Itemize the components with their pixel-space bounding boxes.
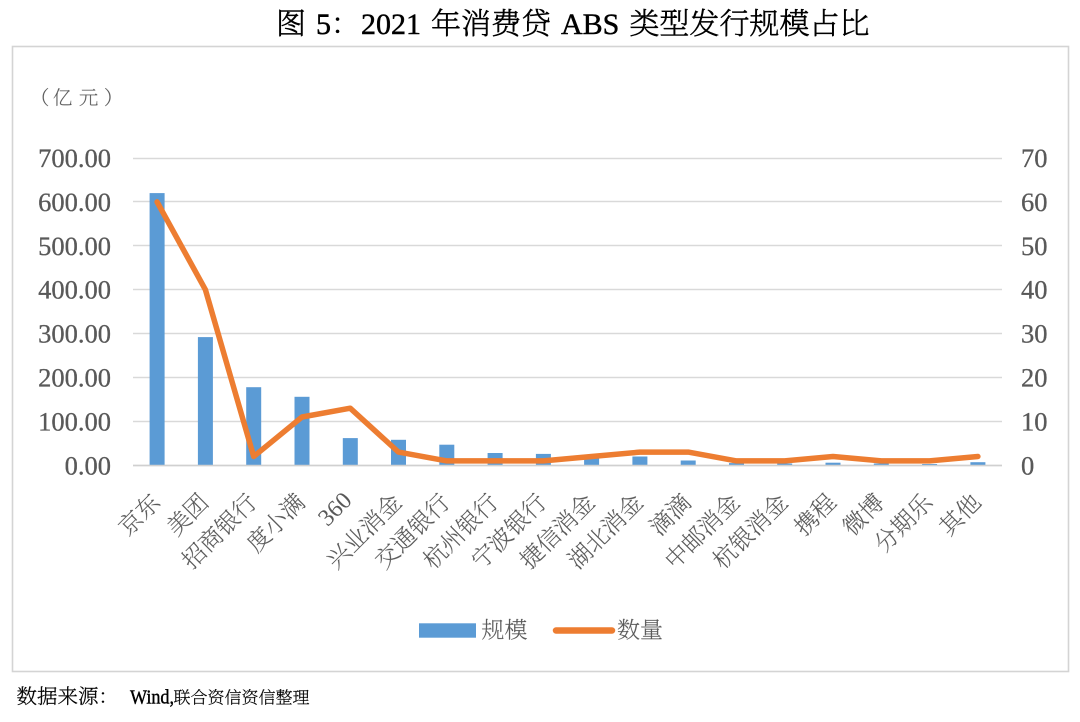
- svg-text:200.00: 200.00: [38, 363, 111, 393]
- svg-text:40: 40: [1021, 275, 1048, 305]
- svg-text:Wind,: Wind,: [130, 687, 174, 709]
- svg-text:100.00: 100.00: [38, 406, 111, 436]
- svg-text:50: 50: [1021, 231, 1048, 261]
- svg-text:700.00: 700.00: [38, 143, 111, 173]
- svg-text:500.00: 500.00: [38, 231, 111, 261]
- svg-text:400.00: 400.00: [38, 275, 111, 305]
- svg-text:0: 0: [1021, 450, 1034, 480]
- svg-text:20: 20: [1021, 363, 1048, 393]
- svg-text:300.00: 300.00: [38, 319, 111, 349]
- svg-text:5: 5: [316, 8, 331, 41]
- svg-text:600.00: 600.00: [38, 187, 111, 217]
- svg-text:0.00: 0.00: [65, 450, 111, 480]
- svg-text:60: 60: [1021, 187, 1048, 217]
- svg-text:2021: 2021: [361, 8, 421, 41]
- svg-text:10: 10: [1021, 406, 1048, 436]
- svg-text:30: 30: [1021, 319, 1048, 349]
- svg-text:70: 70: [1021, 143, 1048, 173]
- svg-text:ABS: ABS: [561, 8, 619, 41]
